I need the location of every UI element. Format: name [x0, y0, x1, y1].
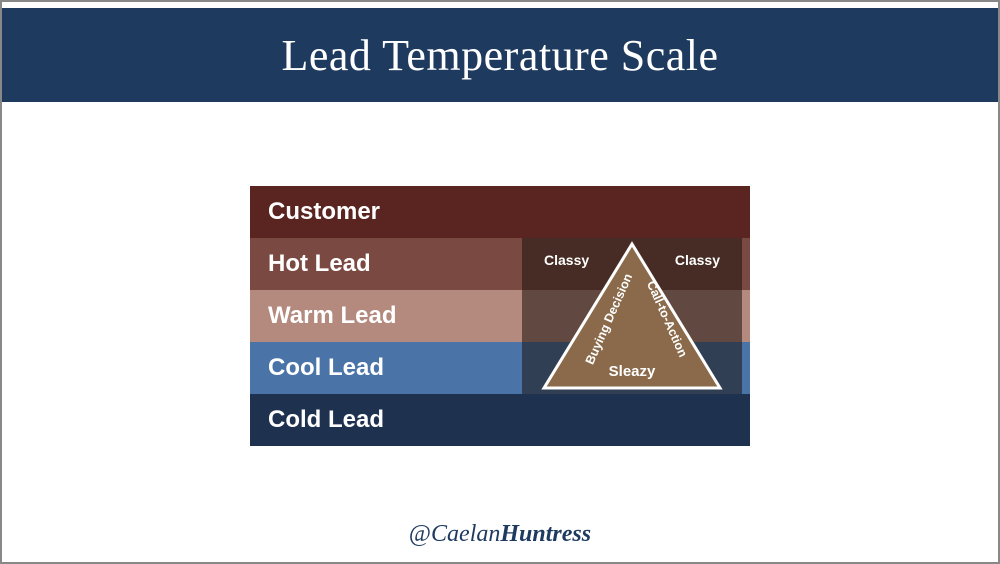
row-customer: Customer [250, 186, 750, 238]
triangle-overlay: Classy Classy Sleazy Buying Decision Cal… [522, 238, 742, 394]
row-label: Hot Lead [268, 250, 371, 278]
handle-first: Caelan [431, 521, 500, 547]
row-cold-lead: Cold Lead [250, 394, 750, 446]
row-label: Warm Lead [268, 302, 396, 330]
handle-at: @ [409, 521, 431, 547]
author-handle: @CaelanHuntress [2, 521, 998, 548]
row-label: Customer [268, 198, 380, 226]
page-title: Lead Temperature Scale [281, 30, 718, 81]
label-classy-left: Classy [544, 252, 589, 268]
handle-last: Huntress [500, 521, 591, 547]
title-band: Lead Temperature Scale [2, 8, 998, 102]
row-label: Cool Lead [268, 354, 384, 382]
label-classy-right: Classy [675, 252, 720, 268]
label-sleazy: Sleazy [609, 363, 656, 380]
lead-temperature-diagram: Customer Hot Lead Warm Lead Cool Lead Co… [250, 186, 750, 446]
row-label: Cold Lead [268, 406, 384, 434]
